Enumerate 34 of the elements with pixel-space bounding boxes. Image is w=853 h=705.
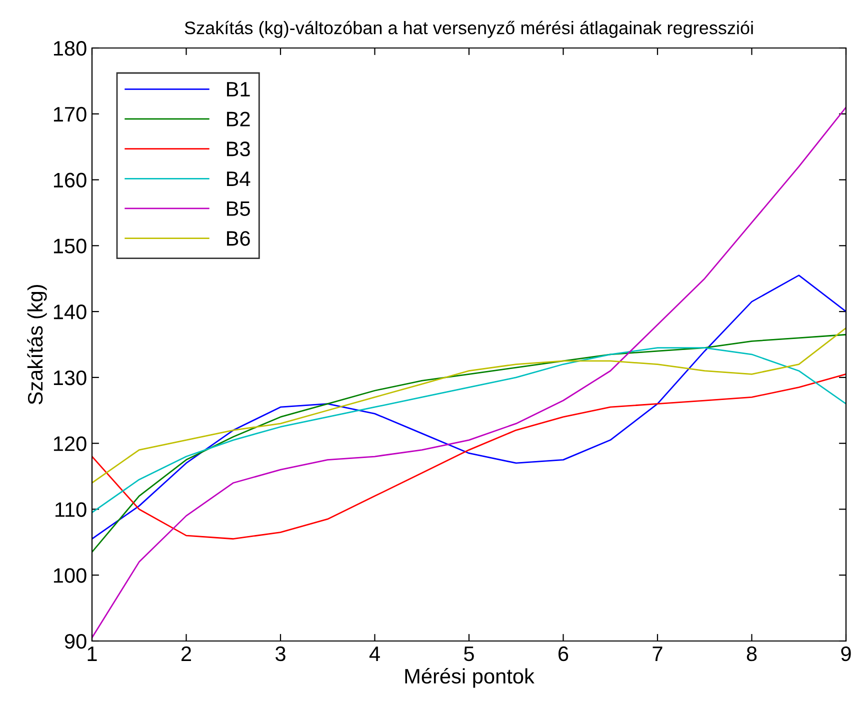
line-series	[92, 347, 846, 514]
line-series	[92, 373, 846, 540]
line-series	[92, 334, 846, 553]
x-tick-label: 7	[652, 646, 662, 661]
y-tick-label: 130	[54, 370, 86, 386]
y-tick-label: 140	[54, 304, 86, 320]
y-tick-label: 90	[64, 634, 86, 649]
legend-label: B3	[227, 142, 250, 156]
x-tick-label: 4	[369, 646, 380, 661]
x-tick-label: 6	[558, 646, 568, 662]
y-tick-label: 150	[54, 238, 86, 254]
y-axis-title: Szakítás (kg)	[27, 285, 47, 404]
x-tick-label: 3	[276, 646, 286, 662]
legend-label: B2	[227, 112, 250, 126]
y-tick-label: 170	[54, 106, 86, 122]
legend-label: B1	[227, 82, 250, 96]
x-tick-label: 9	[841, 646, 851, 662]
line-series	[92, 106, 846, 638]
x-tick-label: 2	[182, 646, 191, 661]
x-tick-label: 8	[746, 646, 757, 662]
chart-title: Szakítás (kg)-változóban a hat versenyző mérési átlagainak regressziói	[184, 20, 753, 38]
legend-label: B4	[227, 172, 250, 186]
y-tick-label: 100	[54, 568, 86, 583]
legend-label: B6	[227, 231, 250, 246]
y-tick-label: 110	[56, 502, 86, 517]
y-tick-label: 120	[54, 436, 86, 452]
y-tick-label: 180	[54, 41, 86, 56]
y-tick-label: 160	[54, 172, 86, 188]
line-series	[92, 274, 846, 540]
x-axis-title: Mérési pontok	[405, 668, 534, 688]
x-tick-label: 5	[464, 646, 474, 662]
x-tick-label: 1	[88, 646, 97, 661]
legend-label: B5	[227, 201, 250, 216]
line-series	[92, 327, 846, 484]
